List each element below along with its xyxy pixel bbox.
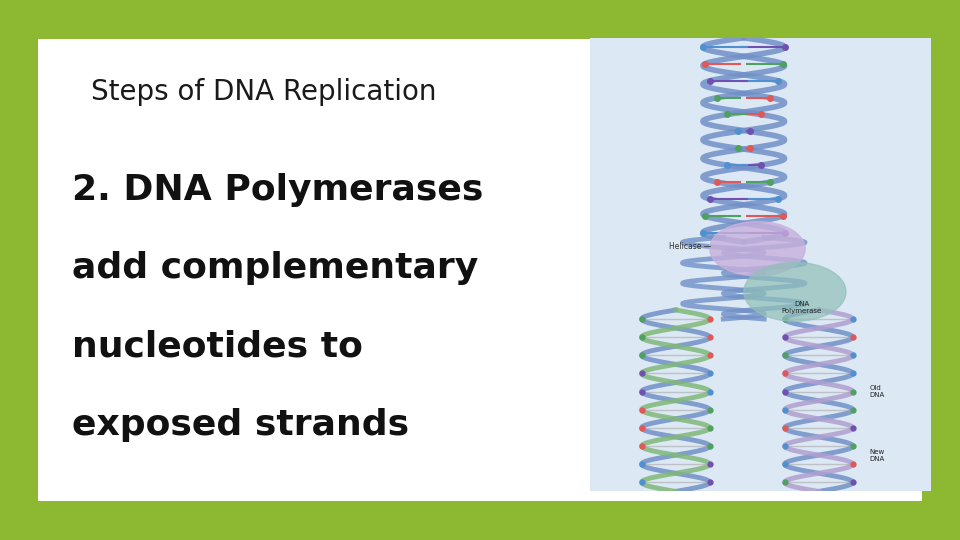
Text: DNA
Polymerase: DNA Polymerase <box>781 301 822 314</box>
Text: Old
DNA: Old DNA <box>870 385 885 398</box>
FancyBboxPatch shape <box>590 38 931 491</box>
Text: Helicase —: Helicase — <box>669 242 711 251</box>
Text: Steps of DNA Replication: Steps of DNA Replication <box>91 78 437 106</box>
Text: nucleotides to: nucleotides to <box>72 329 363 363</box>
Text: 2. DNA Polymerases: 2. DNA Polymerases <box>72 173 484 207</box>
Text: New
DNA: New DNA <box>870 449 885 462</box>
Text: add complementary: add complementary <box>72 251 478 285</box>
FancyBboxPatch shape <box>38 39 922 501</box>
Ellipse shape <box>709 221 805 276</box>
Ellipse shape <box>744 262 846 321</box>
Text: exposed strands: exposed strands <box>72 408 409 442</box>
